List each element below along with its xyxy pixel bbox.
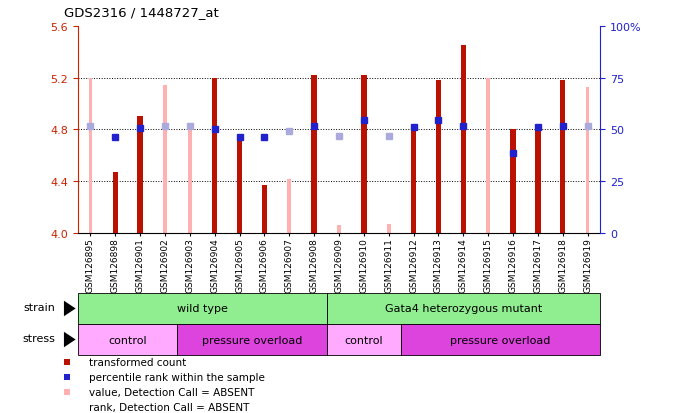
Text: wild type: wild type — [177, 304, 228, 314]
Bar — [78, 324, 178, 355]
Bar — [560, 81, 565, 233]
Bar — [436, 81, 441, 233]
Bar — [586, 88, 589, 233]
Bar — [212, 78, 218, 233]
Bar — [460, 46, 466, 233]
Bar — [78, 293, 327, 324]
Text: GDS2316 / 1448727_at: GDS2316 / 1448727_at — [64, 6, 219, 19]
Bar — [486, 78, 490, 233]
Text: pressure overload: pressure overload — [202, 335, 302, 345]
Text: transformed count: transformed count — [89, 357, 186, 367]
Bar — [262, 185, 267, 233]
Text: Gata4 heterozygous mutant: Gata4 heterozygous mutant — [384, 304, 542, 314]
Text: pressure overload: pressure overload — [450, 335, 551, 345]
Bar — [163, 86, 167, 233]
Bar — [411, 130, 416, 233]
Text: strain: strain — [23, 302, 55, 312]
Bar — [511, 130, 516, 233]
Text: stress: stress — [22, 333, 56, 343]
Bar — [337, 225, 341, 233]
Text: control: control — [108, 335, 147, 345]
Bar — [535, 130, 540, 233]
Bar — [237, 137, 242, 233]
Text: value, Detection Call = ABSENT: value, Detection Call = ABSENT — [89, 387, 255, 397]
Text: percentile rank within the sample: percentile rank within the sample — [89, 372, 265, 382]
Bar — [138, 117, 143, 233]
Bar — [113, 173, 118, 233]
Bar — [311, 76, 317, 233]
Polygon shape — [64, 301, 76, 316]
Bar — [188, 128, 192, 233]
Bar — [287, 179, 291, 233]
Text: rank, Detection Call = ABSENT: rank, Detection Call = ABSENT — [89, 402, 250, 412]
Bar — [401, 324, 600, 355]
Bar — [387, 224, 391, 233]
Bar — [361, 76, 367, 233]
Bar — [178, 324, 327, 355]
Polygon shape — [64, 332, 76, 347]
Text: control: control — [344, 335, 383, 345]
Bar — [327, 293, 600, 324]
Bar — [327, 324, 401, 355]
Bar — [89, 78, 92, 233]
